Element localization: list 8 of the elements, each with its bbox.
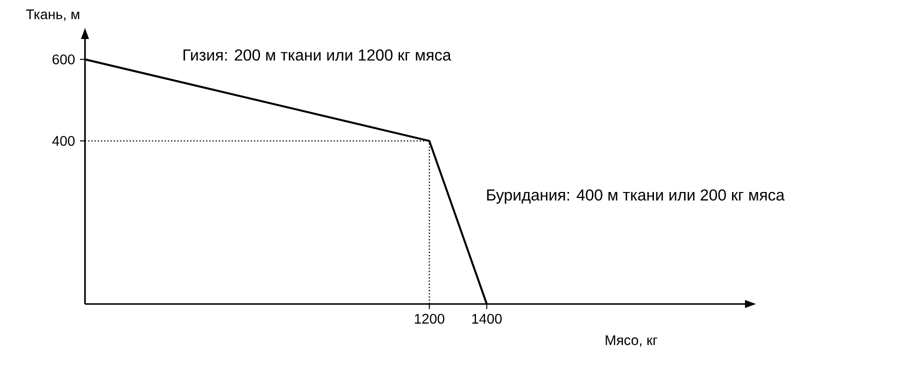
x-tick-label: 1400 xyxy=(472,314,502,324)
annotation: Буридания: 400 м ткани или 200 кг мяса xyxy=(487,189,785,204)
x-axis-title: Мясо, кг xyxy=(606,335,658,347)
annotation: Гизия: 200 м ткани или 1200 кг мяса xyxy=(184,49,452,61)
y-tick-label: 600 xyxy=(52,54,75,64)
x-tick-label: 1200 xyxy=(414,314,444,324)
y-axis-title: Ткань, м xyxy=(26,10,80,21)
y-tick-label: 400 xyxy=(52,136,75,146)
